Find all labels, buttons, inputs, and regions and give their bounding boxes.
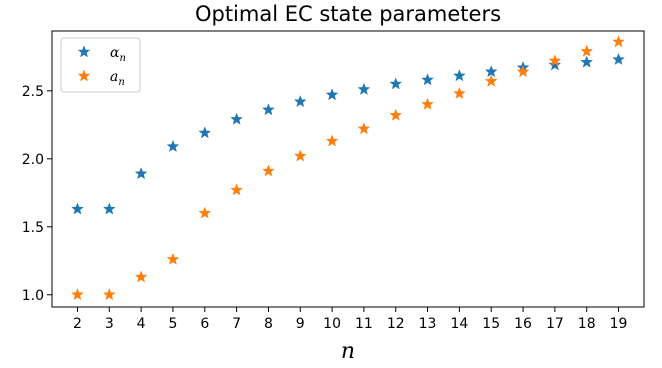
x-tick-label: 3 <box>105 316 114 332</box>
x-tick-label: 11 <box>355 316 373 332</box>
data-points <box>71 35 625 301</box>
x-axis-label: n <box>341 339 355 364</box>
x-tick-label: 2 <box>73 316 82 332</box>
series-1-point <box>580 44 594 57</box>
series-0-point <box>548 58 562 71</box>
series-1-point <box>612 35 625 48</box>
series-0-point <box>325 88 339 101</box>
x-tick-label: 8 <box>264 316 273 332</box>
legend-label: an <box>110 69 125 88</box>
series-1-point <box>453 86 466 99</box>
series-1-point <box>421 97 434 110</box>
y-tick-label: 2.5 <box>22 84 44 100</box>
series-0-point <box>198 126 212 139</box>
x-tick-label: 16 <box>514 316 532 332</box>
series-1-point <box>198 206 212 219</box>
plot-area <box>51 30 645 308</box>
y-tick-label: 1.5 <box>22 220 44 236</box>
series-0-point <box>102 202 116 215</box>
x-tick-label: 9 <box>296 316 305 332</box>
series-0-point <box>262 103 275 116</box>
x-tick-label: 4 <box>137 316 146 332</box>
series-1-point <box>389 108 403 121</box>
x-tick-label: 17 <box>546 316 564 332</box>
legend-label: αn <box>110 45 126 64</box>
legend-box <box>60 37 141 93</box>
series-1-point <box>134 270 148 283</box>
x-tick-label: 10 <box>323 316 341 332</box>
series-1-point <box>166 252 180 265</box>
series-0-point <box>134 167 148 180</box>
series-1-point <box>293 149 307 162</box>
y-axis: 1.0 1.5 2.0 2.5 <box>22 84 52 304</box>
x-tick-label: 6 <box>200 316 209 332</box>
x-axis: 2 3 4 5 6 7 8 9 10 11 12 13 14 15 16 17 18 19 <box>73 307 627 332</box>
series-1-point <box>516 65 530 78</box>
x-tick-label: 15 <box>482 316 500 332</box>
x-tick-label: 19 <box>610 316 628 332</box>
series-1-point <box>230 183 243 196</box>
series-0-point <box>484 65 498 78</box>
x-tick-label: 12 <box>387 316 405 332</box>
series-1-point <box>325 134 339 147</box>
series-0-point <box>166 139 180 152</box>
series-1-point <box>262 164 275 177</box>
x-tick-label: 5 <box>168 316 177 332</box>
legend-marker <box>77 69 91 82</box>
series-1-point <box>71 288 84 301</box>
series-0-point <box>421 73 434 86</box>
series-1-point <box>102 288 116 301</box>
legend: αn an <box>60 37 141 93</box>
series-0-point <box>612 52 625 65</box>
x-tick-label: 7 <box>232 316 241 332</box>
series-1-point <box>484 74 498 87</box>
legend-marker <box>77 45 91 58</box>
y-tick-label: 1.0 <box>22 288 44 304</box>
series-0-point <box>293 94 307 108</box>
x-tick-label: 13 <box>419 316 437 332</box>
series-0-point <box>389 77 403 90</box>
series-1-point <box>357 122 371 135</box>
x-tick-label: 18 <box>578 316 596 332</box>
series-0-point <box>230 112 243 125</box>
y-tick-label: 2.0 <box>22 152 44 168</box>
x-tick-label: 14 <box>450 316 468 332</box>
series-0-point <box>453 69 466 82</box>
series-0-point <box>71 202 84 215</box>
chart-title: Optimal EC state parameters <box>195 2 501 26</box>
series-0-point <box>580 55 594 68</box>
series-1-point <box>548 54 562 67</box>
series-0-point <box>357 82 371 95</box>
